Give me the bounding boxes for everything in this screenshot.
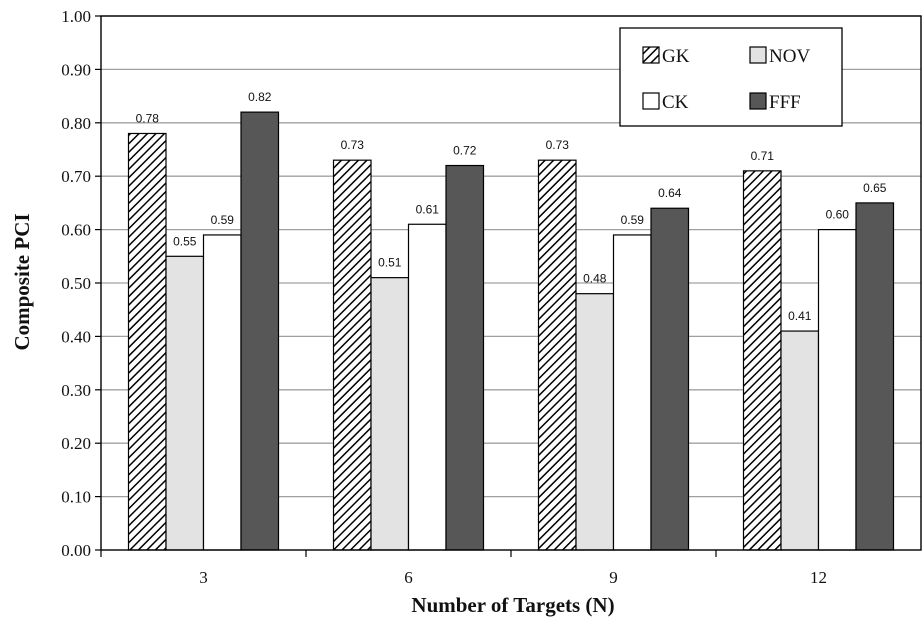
bars	[127, 111, 895, 551]
bar-nov-6	[370, 277, 410, 551]
data-label: 0.55	[173, 234, 197, 248]
data-label: 0.73	[546, 138, 570, 152]
data-label: 0.51	[378, 256, 402, 270]
bar-gk-9	[537, 159, 577, 551]
legend: GK NOV CK FFF	[619, 27, 843, 127]
legend-label-fff: FFF	[769, 92, 801, 113]
y-tick-label: 0.40	[61, 327, 91, 346]
legend-swatch-nov	[749, 46, 767, 64]
data-label: 0.72	[453, 144, 477, 158]
bar-nov-3	[165, 255, 205, 551]
bar-nov-9	[575, 293, 615, 551]
data-label: 0.73	[341, 138, 365, 152]
bar-fff-9	[650, 207, 690, 551]
labels: 0.00 0.10 0.20 0.30 0.40 0.50 0.60 0.70 0.80 0.90…	[61, 7, 887, 587]
bar-ck-12	[817, 229, 857, 551]
bar-fff-3	[240, 111, 280, 551]
legend-label-nov: NOV	[769, 46, 810, 67]
y-tick-label: 0.20	[61, 434, 91, 453]
x-tick-label: 6	[404, 568, 413, 587]
y-tick-label: 0.90	[61, 60, 91, 79]
y-axis-title: Composite PCI	[10, 213, 34, 350]
y-tick-label: 0.00	[61, 541, 91, 560]
legend-swatch-ck	[642, 92, 660, 110]
bar-nov-12	[780, 330, 820, 551]
bar-ck-3	[202, 234, 242, 551]
legend-swatch-gk	[642, 46, 660, 64]
data-label: 0.71	[751, 149, 775, 163]
data-label: 0.60	[826, 208, 850, 222]
bar-gk-3	[127, 132, 167, 551]
legend-label-gk: GK	[662, 46, 690, 67]
y-tick-label: 1.00	[61, 7, 91, 26]
data-label: 0.59	[211, 213, 235, 227]
bar-ck-6	[407, 223, 447, 551]
data-label: 0.61	[416, 202, 440, 216]
x-axis-title: Number of Targets (N)	[411, 593, 614, 617]
y-tick-label: 0.80	[61, 114, 91, 133]
legend-label-ck: CK	[662, 92, 689, 113]
data-label: 0.41	[788, 309, 812, 323]
data-label: 0.78	[136, 111, 160, 125]
y-tick-label: 0.60	[61, 221, 91, 240]
bar-ck-9	[612, 234, 652, 551]
x-tick-label: 9	[609, 568, 618, 587]
y-tick-label: 0.30	[61, 381, 91, 400]
legend-swatch-fff	[749, 92, 767, 110]
bar-gk-12	[742, 170, 782, 551]
legend-box	[619, 27, 843, 127]
axes	[95, 15, 922, 557]
data-label: 0.59	[621, 213, 645, 227]
y-tick-label: 0.70	[61, 167, 91, 186]
x-tick-label: 12	[810, 568, 827, 587]
bar-fff-6	[445, 164, 485, 551]
data-label: 0.48	[583, 272, 607, 286]
bar-fff-12	[855, 202, 895, 551]
y-tick-label: 0.10	[61, 488, 91, 507]
data-label: 0.82	[248, 90, 272, 104]
x-tick-label: 3	[199, 568, 208, 587]
y-tick-label: 0.50	[61, 274, 91, 293]
data-label: 0.64	[658, 186, 682, 200]
data-label: 0.65	[863, 181, 887, 195]
bar-gk-6	[332, 159, 372, 551]
